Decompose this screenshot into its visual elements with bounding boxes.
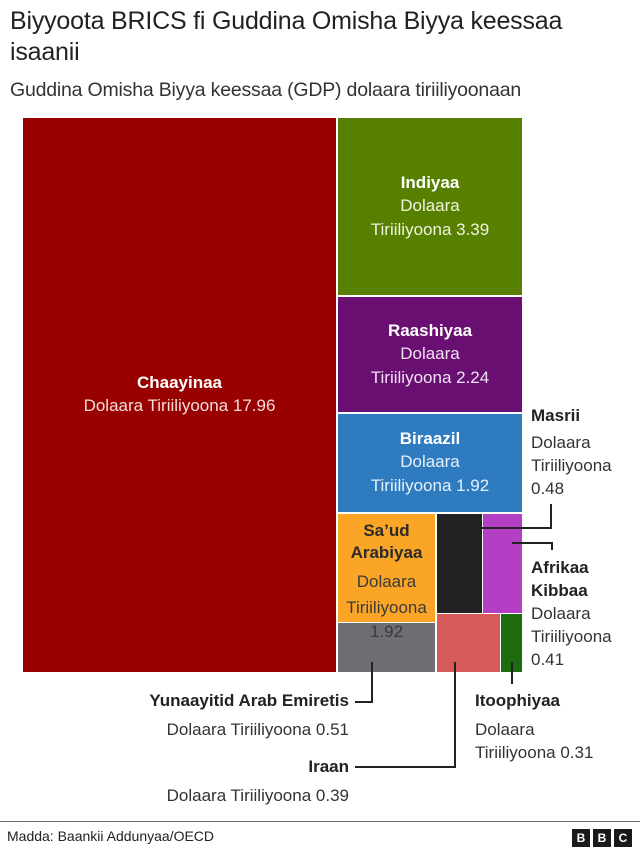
tile-south-africa: [483, 514, 522, 613]
tile-label-value: 1.92: [369, 622, 404, 641]
tile-saudi-value-overflow: Tiriiliyoona 1.92: [330, 596, 443, 644]
callout-name: Yunaayitid Arab Emiretis: [149, 691, 349, 710]
tile-label-value: Tiriiliyoona 3.39: [370, 219, 490, 239]
tile-ethiopia: [501, 614, 522, 672]
tile-label-value: Dolaara Tiriiliyoona 17.96: [83, 396, 276, 415]
connector-iran-v: [454, 662, 456, 768]
tile-russia: Raashiyaa Dolaara Tiriiliyoona 2.24: [338, 297, 522, 412]
bbc-logo: B B C: [572, 829, 632, 847]
callout-value: Dolaara: [531, 604, 591, 623]
tile-iran: [437, 614, 500, 672]
connector-ethiopia-v: [511, 662, 513, 684]
tile-label-value: Tiriiliyoona: [346, 598, 427, 617]
connector-egypt-h: [478, 527, 552, 529]
callout-south-africa: Afrikaa Kibbaa Dolaara Tiriiliyoona 0.41: [531, 556, 612, 671]
tile-label-name: Biraazil: [399, 429, 461, 448]
tile-uae: [338, 623, 435, 672]
connector-southafrica-v: [551, 542, 553, 550]
callout-value: Dolaara: [531, 433, 591, 452]
connector-uae-h: [355, 701, 373, 703]
callout-value: Tiriiliyoona 0.31: [475, 743, 594, 762]
tile-label-value: Tiriiliyoona 2.24: [370, 367, 490, 387]
tile-china: Chaayinaa Dolaara Tiriiliyoona 17.96: [23, 118, 336, 672]
callout-value: 0.48: [531, 479, 565, 498]
bbc-logo-letter: B: [572, 829, 590, 847]
tile-label-name: Sa’ud: [363, 521, 410, 540]
tile-label-name: Arabiyaa: [350, 543, 423, 562]
tile-egypt: [437, 514, 482, 613]
callout-name: Iraan: [308, 757, 349, 776]
callout-name: Itoophiyaa: [475, 691, 561, 710]
connector-egypt-v: [550, 504, 552, 529]
tile-saudi-arabia: Sa’ud Arabiyaa Dolaara: [338, 514, 435, 622]
callout-uae: Yunaayitid Arab Emiretis Dolaara Tiriili…: [149, 689, 349, 741]
callout-name: Afrikaa: [531, 558, 589, 577]
callout-ethiopia: Itoophiyaa Dolaara Tiriiliyoona 0.31: [475, 689, 593, 764]
callout-value: Tiriiliyoona: [531, 456, 612, 475]
callout-value: 0.41: [531, 650, 565, 669]
tile-label-value: Dolaara: [400, 195, 460, 215]
connector-southafrica-h: [512, 542, 553, 544]
tile-brazil: Biraazil Dolaara Tiriiliyoona 1.92: [338, 414, 522, 512]
tile-label-name: Indiyaa: [400, 172, 460, 192]
callout-name: Kibbaa: [531, 581, 588, 600]
chart-subtitle: Guddina Omisha Biyya keessaa (GDP) dolaa…: [10, 79, 522, 101]
tile-label-value: Dolaara: [400, 343, 460, 363]
connector-uae-v: [371, 662, 373, 703]
callout-iran: Iraan Dolaara Tiriiliyoona 0.39: [167, 755, 349, 807]
callout-name: Masrii: [531, 406, 581, 425]
callout-egypt: Masrii Dolaara Tiriiliyoona 0.48: [531, 404, 612, 500]
tile-label-value: Dolaara: [400, 452, 460, 471]
footer-divider: [0, 821, 640, 822]
tile-label-value: Dolaara: [356, 572, 417, 591]
tile-label-name: Raashiyaa: [387, 320, 473, 340]
callout-value: Tiriiliyoona: [531, 627, 612, 646]
tile-label-name: Chaayinaa: [136, 373, 223, 392]
tile-india: Indiyaa Dolaara Tiriiliyoona 3.39: [338, 118, 522, 295]
connector-iran-h: [355, 766, 456, 768]
chart-title: Biyyoota BRICS fi Guddina Omisha Biyya k…: [10, 7, 563, 66]
callout-value: Dolaara Tiriiliyoona 0.51: [166, 720, 349, 739]
tile-label-value: Tiriiliyoona 1.92: [370, 476, 490, 495]
callout-value: Dolaara Tiriiliyoona 0.39: [166, 786, 349, 805]
bbc-logo-letter: B: [593, 829, 611, 847]
callout-value: Dolaara: [475, 720, 535, 739]
source-note: Madda: Baankii Addunyaa/OECD: [7, 828, 215, 844]
bbc-logo-letter: C: [614, 829, 632, 847]
